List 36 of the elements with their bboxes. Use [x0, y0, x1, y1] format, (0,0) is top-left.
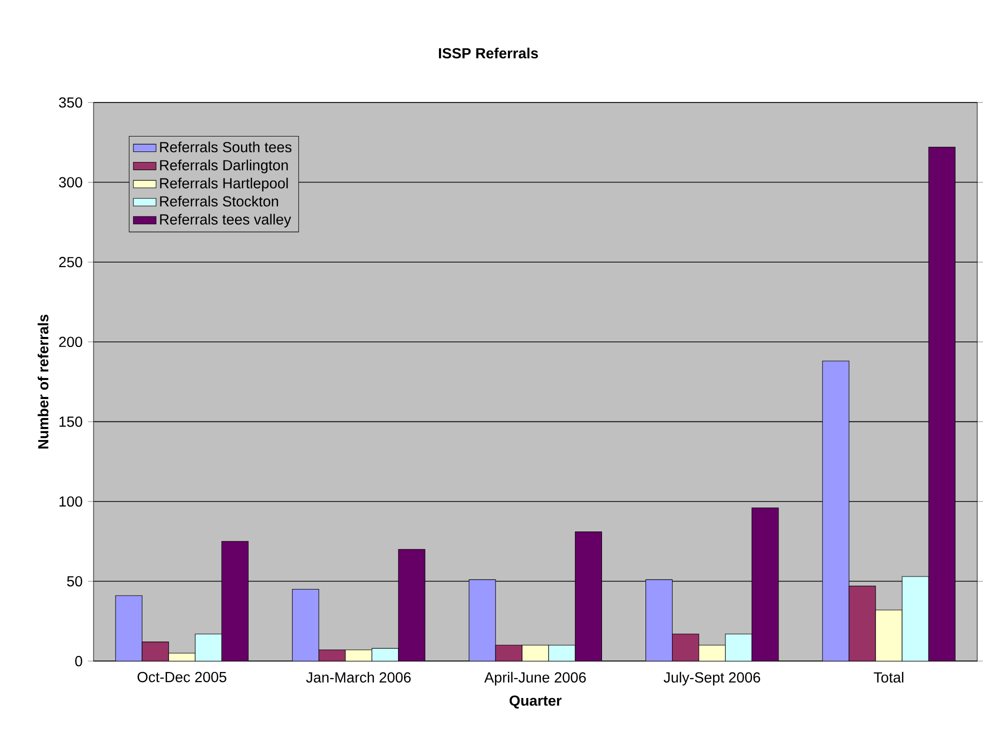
x-tick-label: July-Sept 2006: [664, 672, 760, 686]
x-tick-label: April-June 2006: [484, 672, 586, 686]
y-axis-title: Number of referrals: [38, 314, 48, 449]
chart-title: ISSP Referrals: [438, 48, 538, 59]
bar: [142, 642, 169, 662]
y-tick-label: 300: [58, 177, 82, 188]
x-tick-label: Oct-Dec 2005: [138, 672, 226, 682]
bar: [345, 650, 372, 662]
y-tick-label: 100: [60, 496, 82, 507]
legend-label: Referrals Hartlepool: [160, 178, 288, 192]
y-tick-label: 200: [59, 336, 82, 348]
legend-label: Referrals Darlington: [160, 160, 288, 174]
x-tick-label: Total: [874, 672, 904, 683]
legend-label: Referrals Stockton: [160, 196, 278, 207]
x-tick-label: Jan-March 2006: [306, 672, 411, 683]
y-tick-label: 0: [75, 656, 82, 666]
x-axis-title: Quarter: [510, 696, 562, 709]
bar: [848, 586, 876, 662]
y-tick-label: 50: [67, 576, 82, 587]
bar: [875, 610, 902, 662]
bar: [672, 634, 700, 662]
legend-label: Referrals tees valley: [160, 214, 292, 228]
bar: [115, 596, 142, 662]
legend-label: Referrals South tees: [160, 142, 292, 152]
y-tick-label: 150: [60, 416, 82, 428]
bar: [495, 645, 522, 662]
bar: [292, 589, 320, 662]
bar: [522, 645, 549, 662]
y-tick-label: 350: [58, 97, 82, 108]
bar: [468, 580, 496, 662]
bar: [822, 360, 850, 662]
bar: [168, 653, 196, 662]
bar: [318, 650, 346, 662]
y-tick-label: 250: [59, 257, 82, 268]
bar: [698, 645, 726, 662]
bar: [646, 580, 673, 662]
